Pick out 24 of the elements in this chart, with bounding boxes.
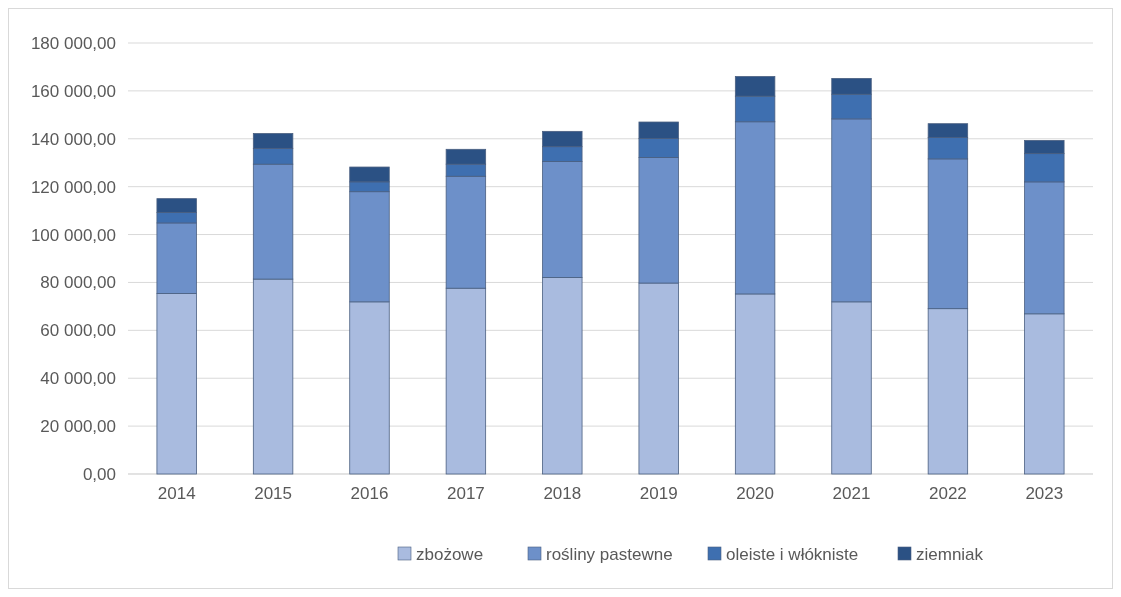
x-tick-label: 2023 [1025,484,1064,503]
x-tick-label: 2022 [929,484,967,503]
x-tick-label: 2016 [350,484,389,503]
y-tick-label: 40 000,00 [40,369,116,389]
x-tick-label: 2014 [157,484,196,503]
y-tick-label: 0,00 [82,464,116,484]
y-tick-label: 80 000,00 [40,273,116,293]
y-tick-label: 180 000,00 [30,33,116,53]
x-tick-label: 2020 [736,484,775,503]
y-tick-label: 120 000,00 [30,177,116,197]
x-tick-label: 2015 [254,484,292,503]
y-tick-label: 160 000,00 [30,81,116,101]
legend-label: oleiste i włókniste [726,544,859,564]
x-tick-label: 2019 [639,484,678,503]
y-tick-label: 60 000,00 [40,321,116,341]
legend-label: rośliny pastewne [546,544,673,564]
x-tick-label: 2017 [446,484,485,503]
y-tick-label: 100 000,00 [30,225,116,245]
y-tick-label: 140 000,00 [30,129,116,149]
legend-label: zbożowe [416,544,484,564]
y-tick-label: 20 000,00 [40,417,116,437]
x-tick-label: 2018 [543,484,582,503]
legend-label: ziemniak [916,544,984,564]
x-tick-label: 2021 [832,484,871,503]
